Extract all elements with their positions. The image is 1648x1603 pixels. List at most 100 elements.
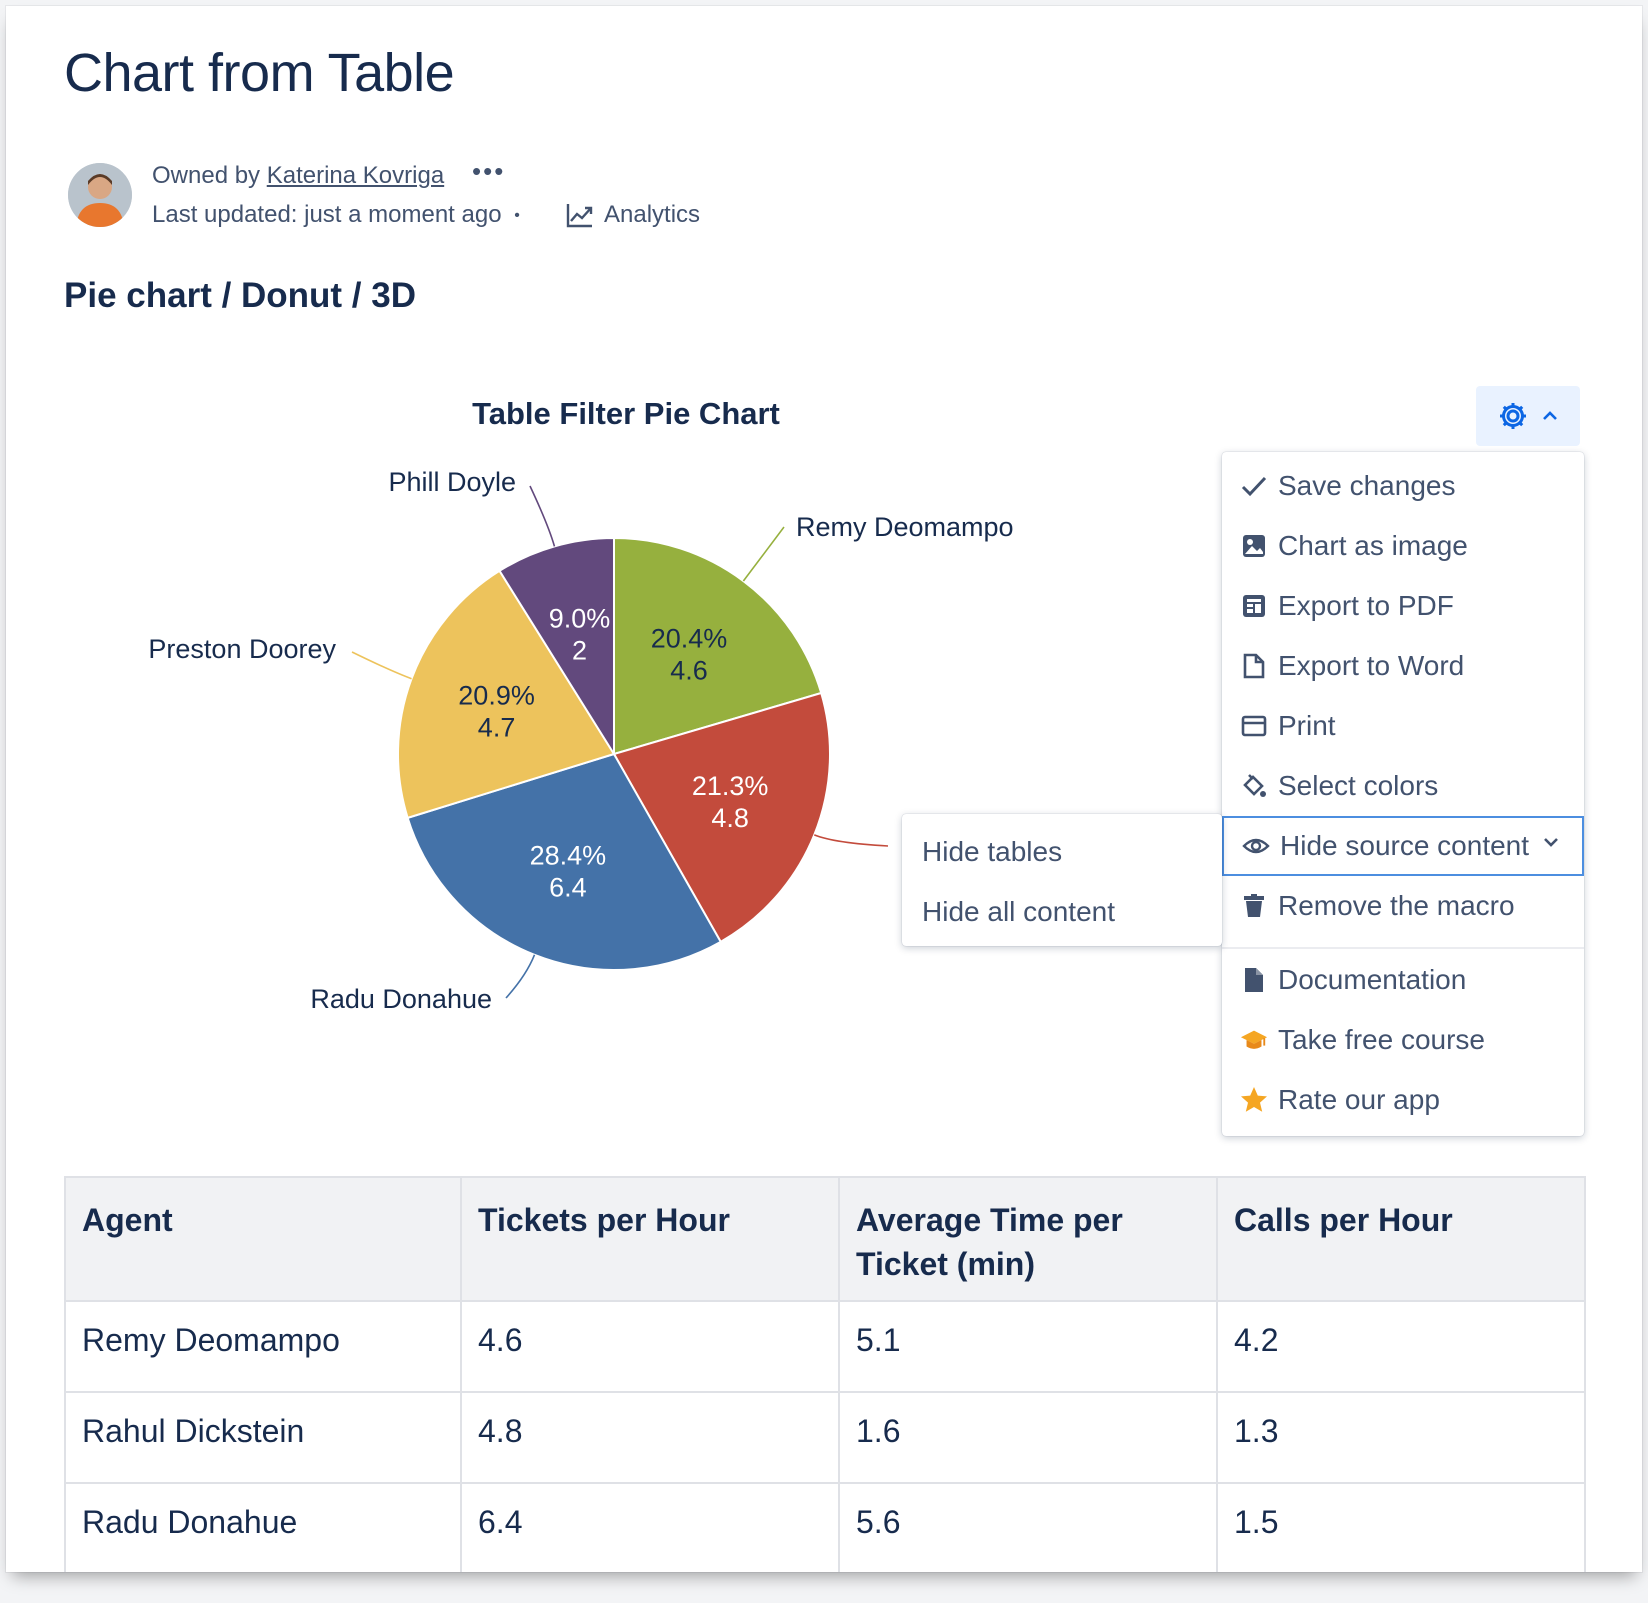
menu-item-take-free-course[interactable]: Take free course [1222, 1010, 1584, 1070]
table-cell: 4.8 [460, 1391, 840, 1484]
column-header[interactable]: Calls per Hour [1216, 1176, 1586, 1302]
submenu-item-hide-tables[interactable]: Hide tables [922, 836, 1063, 867]
pdf-icon [1243, 595, 1265, 617]
table-cell: 4.2 [1216, 1300, 1586, 1393]
menu-divider [1222, 947, 1584, 949]
table-cell: 1.6 [838, 1391, 1218, 1484]
menu-item-label: Select colors [1278, 770, 1439, 801]
menu-item-documentation[interactable]: Documentation [1222, 950, 1584, 1010]
chart-settings-button[interactable] [1476, 386, 1580, 446]
slice-value-label: 4.7 [478, 712, 516, 742]
menu-item-rate-our-app[interactable]: Rate our app [1222, 1070, 1584, 1130]
menu-item-label: Remove the macro [1278, 890, 1515, 921]
menu-item-select-colors[interactable]: Select colors [1222, 756, 1584, 816]
menu-item-label: Chart as image [1278, 530, 1468, 561]
slice-value-label: 6.4 [549, 872, 587, 902]
image-icon [1243, 535, 1265, 557]
menu-item-hide-source-content[interactable]: Hide source content [1222, 816, 1584, 876]
table-cell: Remy Deomampo [64, 1300, 462, 1393]
hide-source-submenu: Hide tables Hide all content [902, 814, 1222, 946]
menu-item-label: Hide source content [1280, 830, 1530, 861]
pie-slice[interactable] [397, 569, 616, 820]
menu-item-export-pdf[interactable]: Export to PDF [1222, 576, 1584, 636]
menu-item-chart-as-image[interactable]: Chart as image [1222, 516, 1584, 576]
pie-slice[interactable] [498, 536, 615, 758]
eye-icon [1242, 838, 1270, 854]
table-cell: 1.5 [1216, 1482, 1586, 1572]
slice-value-label: 4.8 [711, 803, 749, 833]
more-actions-icon[interactable]: ••• [472, 156, 506, 186]
leader-line [351, 651, 412, 680]
pie-slice[interactable] [613, 536, 823, 756]
table-row: Rahul Dickstein 4.8 1.6 1.3 [64, 1391, 1586, 1484]
gear-icon [1500, 403, 1526, 429]
last-updated: Last updated: just a moment ago • [152, 201, 520, 229]
chart-title: Table Filter Pie Chart [472, 396, 780, 431]
table-row: Remy Deomampo 4.6 5.1 4.2 [64, 1300, 1586, 1393]
column-header[interactable]: Agent [64, 1176, 462, 1302]
owned-by-label: Owned by [152, 162, 261, 189]
check-icon [1241, 476, 1267, 497]
table-row: Radu Donahue 6.4 5.6 1.5 [64, 1482, 1586, 1572]
menu-item-label: Save changes [1278, 470, 1456, 501]
slice-name-label: Phill Doyle [388, 467, 516, 497]
slice-name-label: Radu Donahue [310, 984, 492, 1014]
chart-settings-menu: Save changes Chart as image Export to PD… [1222, 452, 1584, 1136]
file-icon [1245, 968, 1263, 992]
table-cell: 1.3 [1216, 1391, 1586, 1484]
slice-value-label: 4.6 [670, 656, 708, 686]
slice-name-label: Preston Doorey [148, 634, 336, 664]
column-header[interactable]: Average Time per Ticket (min) [838, 1176, 1218, 1302]
separator-bullet: • [514, 206, 520, 224]
paint-bucket-icon [1243, 774, 1266, 797]
menu-item-remove-macro[interactable]: Remove the macro [1222, 876, 1584, 936]
table-header-row: Agent Tickets per Hour Average Time per … [64, 1176, 1586, 1302]
table-cell: 4.6 [460, 1300, 840, 1393]
table-cell: 6.4 [460, 1482, 840, 1572]
table-cell: Radu Donahue [64, 1482, 462, 1572]
document-icon [1243, 653, 1265, 679]
slice-percent-label: 20.4% [651, 624, 728, 654]
slice-name-label: Remy Deomampo [796, 512, 1014, 542]
menu-item-export-word[interactable]: Export to Word [1222, 636, 1584, 696]
menu-item-label: Rate our app [1278, 1084, 1440, 1115]
slice-percent-label: 21.3% [692, 771, 769, 801]
menu-item-label: Take free course [1278, 1024, 1485, 1055]
leader-line [813, 834, 889, 847]
menu-item-label: Export to Word [1278, 650, 1465, 681]
menu-item-print[interactable]: Print [1222, 696, 1584, 756]
leader-line [529, 485, 556, 547]
analytics-label: Analytics [604, 201, 701, 228]
avatar-image [68, 163, 132, 227]
menu-item-label: Export to PDF [1278, 590, 1454, 621]
section-heading: Pie chart / Donut / 3D [64, 276, 416, 315]
menu-item-label: Print [1278, 710, 1336, 741]
chevron-down-icon [1544, 838, 1558, 847]
menu-item-label: Documentation [1278, 964, 1467, 995]
leader-line [742, 526, 785, 582]
owner-link[interactable]: Katerina Kovriga [266, 162, 445, 189]
leader-line [505, 954, 536, 999]
pie-slice[interactable] [406, 752, 723, 971]
slice-percent-label: 9.0% [549, 604, 611, 634]
print-icon [1241, 715, 1267, 737]
table-cell: 5.6 [838, 1482, 1218, 1572]
star-icon [1241, 1087, 1267, 1112]
source-table: Agent Tickets per Hour Average Time per … [64, 1176, 1586, 1572]
slice-value-label: 2 [572, 636, 587, 666]
page-title: Chart from Table [64, 43, 455, 103]
slice-percent-label: 28.4% [530, 840, 607, 870]
chevron-up-icon [1543, 411, 1557, 420]
trash-icon [1244, 894, 1264, 917]
confluence-page: Chart from Table Owned by Katerina Kovri… [6, 6, 1642, 1572]
column-header[interactable]: Tickets per Hour [460, 1176, 840, 1302]
analytics-link[interactable]: Analytics [566, 201, 700, 229]
analytics-trend-icon [566, 204, 593, 228]
menu-item-save-changes[interactable]: Save changes [1222, 456, 1584, 516]
slice-percent-label: 20.9% [458, 680, 535, 710]
table-cell: Rahul Dickstein [64, 1391, 462, 1484]
avatar[interactable] [68, 163, 132, 227]
last-updated-text: Last updated: just a moment ago [152, 201, 502, 228]
byline: Owned by Katerina Kovriga [152, 162, 444, 190]
submenu-item-hide-all-content[interactable]: Hide all content [922, 896, 1116, 927]
